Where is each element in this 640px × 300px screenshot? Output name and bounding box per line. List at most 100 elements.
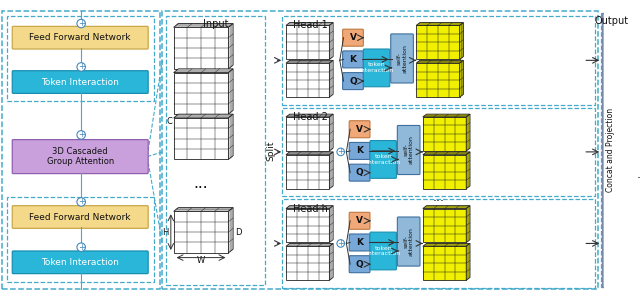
Text: token
interaction: token interaction <box>366 246 400 256</box>
Bar <box>423 117 466 151</box>
Text: Feed Forward Network: Feed Forward Network <box>29 212 131 221</box>
Text: K: K <box>356 146 363 155</box>
Bar <box>627 205 640 231</box>
Polygon shape <box>286 60 333 63</box>
Text: Output: Output <box>595 16 628 26</box>
Text: Q: Q <box>356 168 364 177</box>
Circle shape <box>77 63 85 71</box>
Polygon shape <box>330 206 333 242</box>
Circle shape <box>77 131 85 139</box>
Polygon shape <box>330 22 333 59</box>
Text: Concat and Projection: Concat and Projection <box>606 108 615 192</box>
Text: W: W <box>197 256 205 265</box>
FancyBboxPatch shape <box>349 256 370 273</box>
Circle shape <box>77 19 85 28</box>
FancyBboxPatch shape <box>12 251 148 274</box>
Polygon shape <box>466 152 470 189</box>
Text: Input: Input <box>203 19 228 28</box>
Bar <box>627 109 640 135</box>
FancyBboxPatch shape <box>349 212 370 229</box>
Text: +: + <box>77 197 84 206</box>
Text: +: + <box>77 19 84 28</box>
Polygon shape <box>423 114 470 117</box>
Bar <box>6 16 154 101</box>
Polygon shape <box>627 202 640 205</box>
Polygon shape <box>466 206 470 242</box>
FancyBboxPatch shape <box>391 34 413 83</box>
Text: Head 2: Head 2 <box>293 112 328 122</box>
Bar <box>163 11 598 289</box>
Polygon shape <box>416 22 463 26</box>
Bar <box>166 16 265 285</box>
Text: D: D <box>235 228 241 237</box>
Text: V: V <box>349 33 356 42</box>
Bar <box>423 208 466 242</box>
Text: +: + <box>77 130 84 140</box>
Text: self-
attention: self- attention <box>397 44 408 73</box>
Circle shape <box>77 243 85 251</box>
Polygon shape <box>286 114 333 117</box>
Text: token
interaction: token interaction <box>360 62 394 73</box>
Polygon shape <box>228 23 233 69</box>
Polygon shape <box>286 243 333 246</box>
Bar <box>627 26 640 52</box>
Text: ...: ... <box>194 176 209 191</box>
Bar <box>286 26 330 59</box>
Polygon shape <box>416 60 463 63</box>
Text: ...: ... <box>637 168 640 181</box>
Text: H: H <box>163 228 169 237</box>
Text: V: V <box>356 125 363 134</box>
Polygon shape <box>173 208 233 211</box>
Bar <box>602 13 619 287</box>
Bar <box>416 63 460 97</box>
Bar <box>416 26 460 59</box>
Text: token
interaction: token interaction <box>366 154 400 165</box>
Polygon shape <box>423 243 470 246</box>
FancyBboxPatch shape <box>349 121 370 138</box>
Polygon shape <box>173 23 233 27</box>
FancyBboxPatch shape <box>364 49 390 87</box>
Text: +: + <box>77 243 84 252</box>
Text: +: + <box>77 62 84 71</box>
Bar <box>282 199 595 288</box>
Polygon shape <box>423 206 470 208</box>
FancyBboxPatch shape <box>342 29 364 46</box>
Polygon shape <box>286 22 333 26</box>
Circle shape <box>77 198 85 206</box>
FancyBboxPatch shape <box>370 232 396 270</box>
Bar <box>423 155 466 189</box>
Text: Token Interaction: Token Interaction <box>42 77 119 86</box>
Bar <box>173 27 228 69</box>
Text: Q: Q <box>356 260 364 269</box>
Polygon shape <box>173 69 233 73</box>
Polygon shape <box>627 64 640 67</box>
Text: Feed Forward Network: Feed Forward Network <box>29 33 131 42</box>
FancyBboxPatch shape <box>12 71 148 93</box>
Text: K: K <box>349 55 356 64</box>
Text: Head h: Head h <box>293 203 328 214</box>
Text: C: C <box>167 117 173 126</box>
Bar <box>282 16 595 105</box>
Text: Token Interaction: Token Interaction <box>42 258 119 267</box>
Text: self-
attention: self- attention <box>403 227 414 256</box>
FancyBboxPatch shape <box>397 125 420 175</box>
FancyBboxPatch shape <box>12 140 148 174</box>
Text: 3D Cascaded
Group Attention: 3D Cascaded Group Attention <box>47 147 114 166</box>
Text: Split: Split <box>266 140 275 161</box>
Bar <box>601 13 622 287</box>
Text: self-
attention: self- attention <box>403 136 414 164</box>
Polygon shape <box>466 114 470 151</box>
Bar <box>286 117 330 151</box>
Text: Head 1: Head 1 <box>293 20 328 30</box>
Text: ...: ... <box>433 191 444 204</box>
Polygon shape <box>173 114 233 118</box>
Polygon shape <box>330 243 333 280</box>
Bar <box>173 118 228 159</box>
Bar <box>286 63 330 97</box>
Bar <box>2 11 161 289</box>
Polygon shape <box>228 208 233 253</box>
Bar <box>423 246 466 280</box>
FancyBboxPatch shape <box>349 234 370 251</box>
FancyBboxPatch shape <box>370 141 396 178</box>
Bar <box>286 155 330 189</box>
